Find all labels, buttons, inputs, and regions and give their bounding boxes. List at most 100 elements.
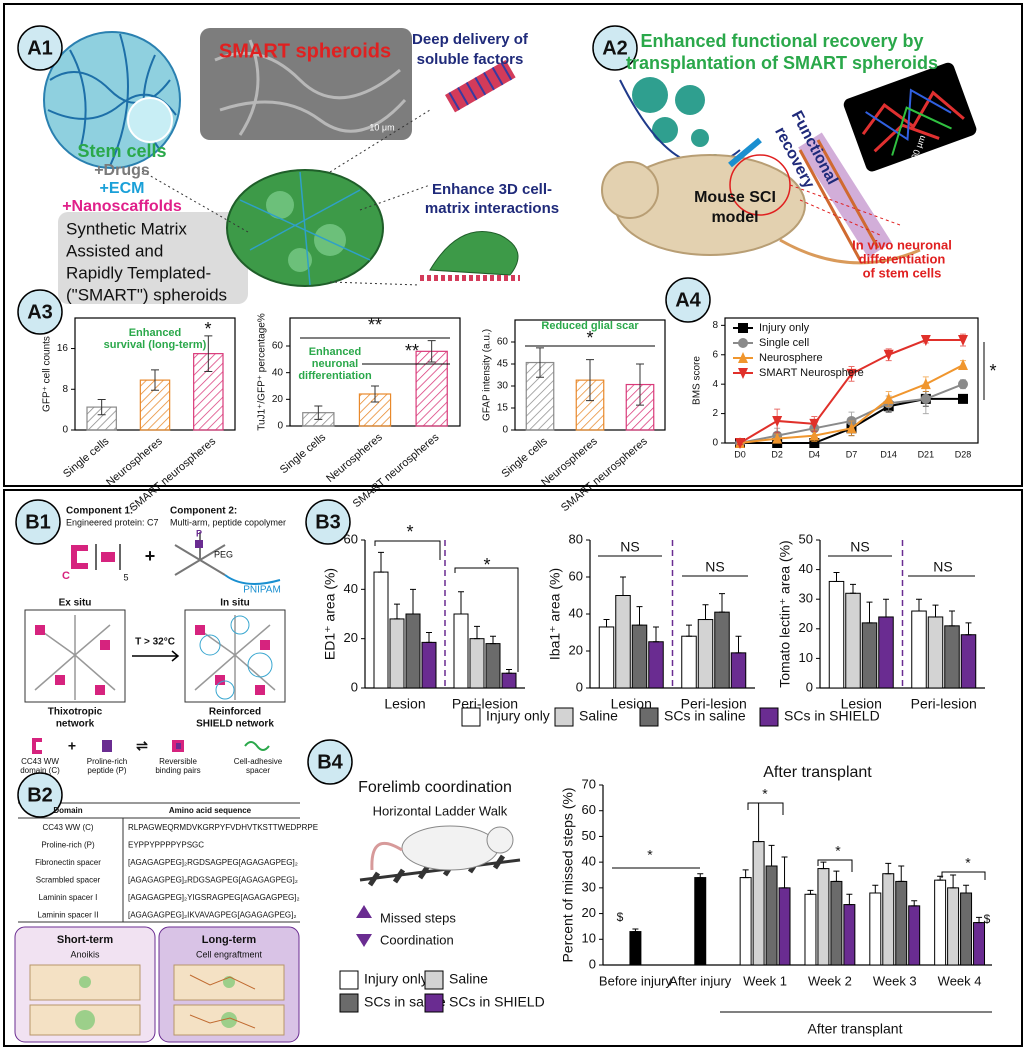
b1-legend: Reversible bbox=[159, 757, 197, 766]
bar bbox=[648, 641, 664, 689]
chart-data-annotations: ** bbox=[405, 341, 419, 361]
chart-data-yticks: 20 bbox=[344, 630, 358, 645]
chart-data-categories: Week 4 bbox=[938, 973, 982, 988]
chart-data-series-name: Injury only bbox=[759, 322, 810, 334]
error-bar bbox=[820, 861, 827, 870]
chart-data-series-name: SMART Neurosphere bbox=[759, 367, 864, 379]
chart-data-title: After transplant bbox=[763, 764, 872, 781]
a1-delivery: Deep delivery of bbox=[412, 31, 529, 48]
chart-data-yticks: 10 bbox=[799, 650, 813, 665]
error-bar bbox=[719, 593, 725, 613]
bar bbox=[944, 625, 960, 689]
chart-data-categories: Single cells bbox=[499, 435, 550, 480]
error-bar bbox=[371, 385, 379, 403]
error-bar bbox=[866, 601, 873, 624]
chart-data-categories: Peri-lesion bbox=[681, 696, 747, 712]
error-bar bbox=[686, 624, 692, 637]
bar bbox=[694, 877, 707, 966]
b4-subtitle: Horizontal Ladder Walk bbox=[373, 803, 508, 818]
a2-model: Mouse SCI bbox=[694, 189, 776, 206]
chart-data-yticks: 0 bbox=[576, 679, 583, 694]
chart-data-yticks: 40 bbox=[582, 854, 596, 869]
chart-data-categories: D28 bbox=[955, 449, 972, 459]
chart-data-yticks: 45 bbox=[497, 359, 509, 370]
bar bbox=[869, 892, 882, 966]
bar bbox=[485, 643, 501, 689]
error-bar bbox=[833, 572, 840, 582]
bar bbox=[830, 880, 843, 966]
bar bbox=[629, 931, 642, 966]
a2-differentiation: In vivo neuronal bbox=[852, 237, 952, 252]
chart-data-yticks: 0 bbox=[712, 438, 718, 449]
chart-data-series-name: Injury only bbox=[486, 708, 550, 724]
chart-data-annotations: * bbox=[965, 855, 971, 871]
error-bar bbox=[426, 632, 432, 643]
marker bbox=[883, 392, 894, 404]
bar bbox=[927, 616, 944, 689]
chart-data-annotations: Reduced glial scar bbox=[541, 320, 639, 332]
legend-marker bbox=[738, 323, 748, 333]
b2-table-rows: [AGAGAGPEG]₂YIGSRAGPEG[AGAGAGPEG]₂ bbox=[128, 893, 300, 902]
b2-anoikis: Anoikis bbox=[70, 949, 100, 959]
b2-table-rows: [AGAGAGPEG]₂RGDSAGPEG[AGAGAGPEG]₂ bbox=[128, 858, 298, 867]
error-bar bbox=[702, 604, 709, 621]
error-bar bbox=[427, 340, 436, 363]
b2-table-header: Amino acid sequence bbox=[169, 806, 252, 815]
legend-marker bbox=[738, 338, 748, 348]
a1-sem-scale: 10 μm bbox=[369, 122, 394, 132]
a1-nano: +Nanoscaffolds bbox=[62, 198, 182, 215]
bar bbox=[817, 868, 830, 966]
error-bar bbox=[620, 576, 626, 596]
b1-repeat: 5 bbox=[123, 572, 128, 582]
chart-data-series-name: Saline bbox=[579, 708, 618, 724]
error-bar bbox=[883, 598, 889, 618]
marker bbox=[883, 349, 894, 361]
bar bbox=[908, 905, 921, 966]
bar bbox=[631, 624, 648, 689]
a1-delivery: soluble factors bbox=[417, 51, 524, 68]
b4-after-transplant: After transplant bbox=[808, 1021, 903, 1037]
chart-data-yticks: 30 bbox=[497, 381, 509, 392]
b1-component1: Component 1: bbox=[66, 506, 133, 517]
bar bbox=[469, 638, 485, 689]
section-b-frame bbox=[3, 489, 1023, 1047]
error-bar bbox=[314, 405, 323, 420]
b2-table-rows: Laminin spacer II bbox=[38, 911, 99, 920]
bar bbox=[934, 879, 947, 966]
b4-title: Forelimb coordination bbox=[358, 779, 512, 796]
error-bar bbox=[636, 363, 644, 406]
panel-badge bbox=[17, 25, 63, 71]
bar bbox=[843, 904, 856, 966]
legend-swatch bbox=[424, 970, 444, 990]
chart-data-annotations: * bbox=[204, 319, 211, 339]
b1-ex-situ: Ex situ bbox=[59, 598, 92, 609]
chart-data-y-label: GFAP intensity (a.u.) bbox=[482, 329, 493, 421]
error-bar bbox=[151, 369, 159, 391]
marker bbox=[846, 368, 857, 380]
chart-data-yticks: 50 bbox=[582, 828, 596, 843]
chart-data-yticks: 20 bbox=[582, 905, 596, 920]
b4-missed: Missed steps bbox=[380, 910, 456, 925]
marker bbox=[772, 432, 783, 444]
chart-data-categories: D7 bbox=[846, 449, 858, 459]
chart-data-yticks: 0 bbox=[806, 679, 813, 694]
chart-data-yticks: 10 bbox=[582, 931, 596, 946]
bar bbox=[615, 595, 631, 689]
b2-table-rows: Scrambled spacer bbox=[36, 876, 101, 885]
legend-swatch bbox=[339, 993, 359, 1013]
chart-data-annotations: * bbox=[406, 522, 413, 542]
bar bbox=[415, 350, 448, 427]
bar bbox=[828, 580, 845, 689]
chart-data-annotations: NS bbox=[620, 539, 639, 555]
chart-data-categories: Lesion bbox=[384, 696, 425, 712]
error-bar bbox=[378, 551, 384, 573]
chart-data-y-label: ED1⁺ area (%) bbox=[322, 568, 338, 660]
panels: A4 bbox=[675, 289, 701, 311]
b2-table-rows: [AGAGAGPEG]₂IKVAVAGPEG[AGAGAGPEG]₂ bbox=[128, 911, 296, 920]
chart-data-series-name: Neurosphere bbox=[759, 352, 823, 364]
chart-data-series-name: Injury only bbox=[364, 971, 428, 987]
bar bbox=[778, 887, 791, 966]
chart-data-categories: D0 bbox=[734, 449, 746, 459]
chart-data-yticks: 4 bbox=[712, 379, 718, 390]
chart-data-yticks: 0 bbox=[62, 425, 68, 436]
